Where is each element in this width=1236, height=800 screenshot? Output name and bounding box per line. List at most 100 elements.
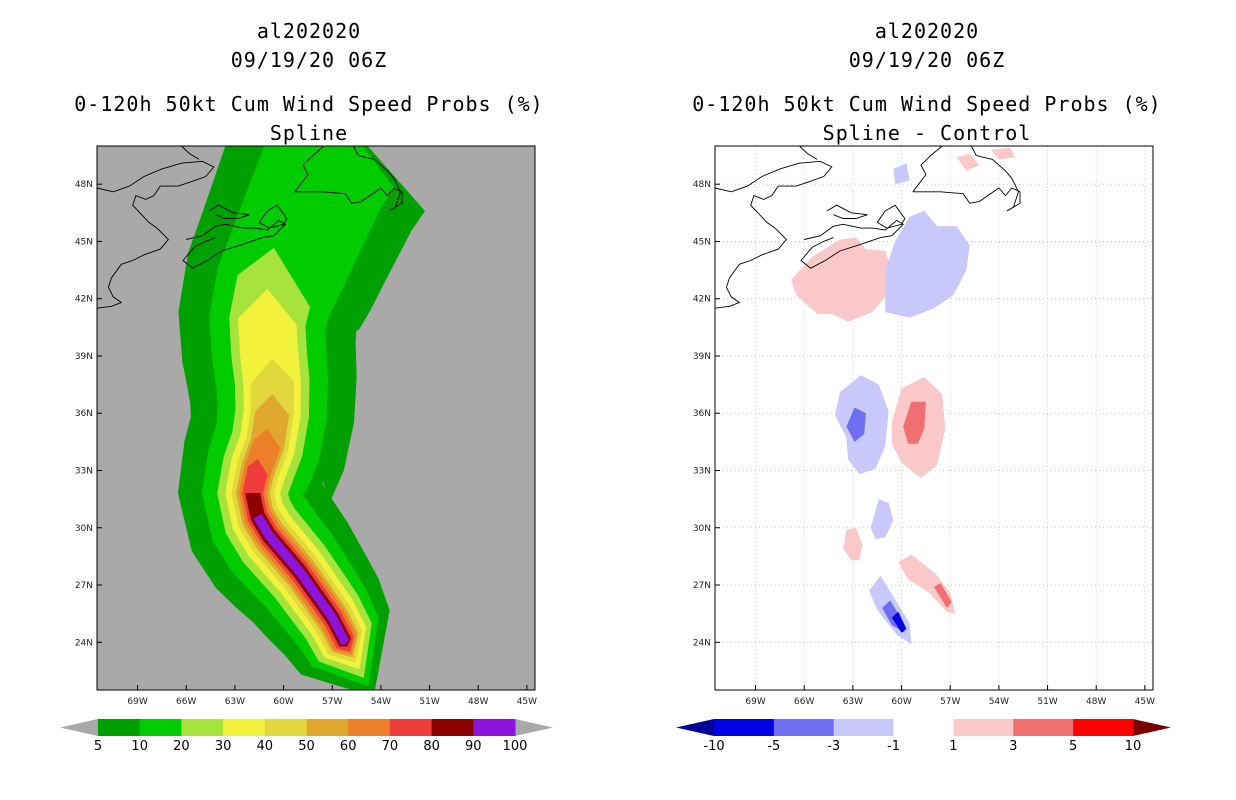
x-tick-label: 66W [176, 697, 196, 707]
colorbar-label: 10 [1125, 739, 1142, 754]
y-tick-label: 36N [75, 409, 93, 419]
diff-negative-30n [870, 499, 894, 540]
y-tick-label: 24N [75, 638, 93, 648]
diff-positive-26n-core [934, 583, 952, 608]
y-tick-label: 33N [75, 466, 93, 476]
coastline-segment [258, 204, 288, 229]
diff-positive-newfoundland [956, 153, 980, 171]
colorbar-label: 70 [382, 739, 399, 754]
colorbar-swatch [306, 719, 349, 736]
coastline-segment [181, 145, 200, 160]
diff-positive-26n [898, 554, 956, 614]
coastline-segment [876, 204, 906, 229]
right-panel: al202020 09/19/20 06Z 0-120h 50kt Cum Wi… [618, 0, 1236, 800]
y-tick-label: 30N [693, 524, 711, 534]
y-tick-label: 42N [693, 295, 711, 305]
right-map: 69W 66W 63W 60W 57W 54W 51W 48W 45W 24N 27N 30N 33N 3… [676, 145, 1171, 754]
x-tick-label: 69W [745, 697, 765, 707]
coastline-segment [96, 160, 215, 309]
coastline-segment [182, 219, 286, 269]
y-tick-label: 39N [75, 352, 93, 362]
colorbar-swatch [139, 719, 182, 736]
y-tick-label: 48N [75, 180, 93, 190]
x-tick-label: 51W [1037, 697, 1057, 707]
colorbar-label: -3 [827, 739, 840, 754]
x-tick-label: 63W [843, 697, 863, 707]
colorbar-swatch [1073, 719, 1134, 736]
right-subtitle: Spline - Control [822, 121, 1032, 145]
x-tick-label: 48W [468, 697, 488, 707]
colorbar-label: 50 [298, 739, 315, 754]
colorbar-swatch [98, 719, 141, 736]
colorbar-label: 5 [1069, 739, 1077, 754]
diff-negative-25n-core [891, 611, 907, 633]
y-tick-label: 42N [75, 295, 93, 305]
right-plot-frame [714, 145, 1154, 691]
colorbar-label: 1 [949, 739, 957, 754]
colorbar-over-triangle [515, 719, 553, 736]
colorbar-label: 5 [94, 739, 102, 754]
y-tick-label: 30N [75, 524, 93, 534]
diff-positive-nova-scotia [791, 237, 892, 322]
coastline-segment [352, 145, 401, 212]
x-tick-label: 51W [419, 697, 439, 707]
x-tick-label: 57W [322, 697, 342, 707]
prob-band-90 [253, 513, 349, 646]
colorbar-label: 80 [423, 739, 440, 754]
y-tick-label: 33N [693, 466, 711, 476]
coastline-segment [970, 145, 1019, 212]
right-colorbar: -10 -5 -3 -1 1 3 5 10 [676, 719, 1171, 754]
y-tick-label: 24N [693, 638, 711, 648]
y-tick-label: 27N [75, 581, 93, 591]
colorbar-swatch [264, 719, 307, 736]
x-tick-label: 69W [127, 697, 147, 707]
left-storm-id: al202020 [256, 19, 362, 43]
colorbar-label: 3 [1009, 739, 1017, 754]
diff-positive-29n [843, 527, 863, 561]
colorbar-label: 40 [257, 739, 274, 754]
coastline-segment [208, 204, 250, 219]
y-tick-label: 39N [693, 352, 711, 362]
difference-blobs [791, 147, 1016, 645]
left-map: 69W 66W 63W 60W 57W 54W 51W 48W 45W 24N 27N 30N 33N 3… [60, 145, 553, 754]
coastline [96, 145, 403, 309]
x-tick-label: 54W [989, 697, 1009, 707]
right-storm-id: al202020 [874, 19, 980, 43]
right-title: 0-120h 50kt Cum Wind Speed Probs (%) [692, 92, 1162, 116]
x-tick-label: 60W [891, 697, 911, 707]
colorbar-label: -10 [703, 739, 724, 754]
diff-negative-west-35n-core [846, 407, 866, 442]
left-panel: al202020 09/19/20 06Z 0-120h 50kt Cum Wi… [60, 19, 553, 754]
colorbar-swatch [348, 719, 391, 736]
y-tick-label: 48N [693, 180, 711, 190]
colorbar-swatch [893, 719, 954, 736]
probability-bands [177, 146, 425, 690]
colorbar-swatch [773, 719, 835, 736]
left-axes: 69W 66W 63W 60W 57W 54W 51W 48W 45W 24N 27N 30N 33N 3… [75, 145, 537, 707]
colorbar-swatch [431, 719, 474, 736]
colorbar-under-triangle [676, 719, 714, 736]
diff-positive-east-35n-core [903, 401, 926, 444]
x-tick-label: 54W [371, 697, 391, 707]
left-title: 0-120h 50kt Cum Wind Speed Probs (%) [74, 92, 544, 116]
colorbar-swatch [473, 719, 516, 736]
coastline-segment [294, 145, 325, 193]
colorbar-over-triangle [1133, 719, 1171, 736]
colorbar-label: -5 [767, 739, 780, 754]
left-plot-frame [96, 145, 536, 691]
right-datetime: 09/19/20 06Z [848, 48, 1006, 72]
colorbar-swatch [181, 719, 224, 736]
coastline-segment [912, 187, 1021, 212]
colorbar-swatch [389, 719, 433, 736]
colorbar-label: -1 [887, 739, 900, 754]
y-tick-label: 36N [693, 409, 711, 419]
diff-negative-sable [885, 210, 970, 318]
x-tick-label: 63W [225, 697, 245, 707]
left-colorbar: 5 10 20 30 40 50 60 70 80 90 100 [60, 719, 553, 754]
left-subtitle: Spline [269, 121, 349, 145]
colorbar-label: 20 [173, 739, 190, 754]
coastline-segment [912, 145, 943, 193]
coastline-segment [826, 204, 868, 219]
left-datetime: 09/19/20 06Z [230, 48, 388, 72]
colorbar-swatch [1013, 719, 1074, 736]
